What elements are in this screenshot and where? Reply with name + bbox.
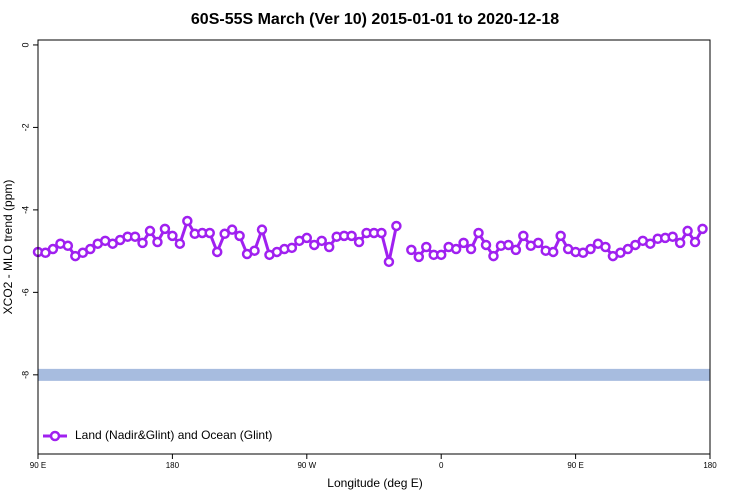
data-point bbox=[376, 227, 387, 239]
data-point bbox=[323, 241, 335, 253]
data-point bbox=[211, 246, 223, 258]
data-point bbox=[47, 243, 59, 255]
y-tick-label: 0 bbox=[20, 42, 30, 47]
data-point bbox=[585, 243, 596, 255]
data-point bbox=[682, 225, 693, 237]
data-point bbox=[309, 239, 320, 251]
x-tick-label: 180 bbox=[703, 461, 717, 470]
y-tick-label: -2 bbox=[20, 123, 30, 131]
data-point bbox=[488, 250, 499, 262]
data-point bbox=[226, 224, 238, 235]
data-point bbox=[413, 251, 425, 263]
data-point bbox=[622, 243, 634, 255]
data-point bbox=[129, 231, 141, 242]
data-point bbox=[234, 230, 245, 242]
x-axis-label: Longitude (deg E) bbox=[327, 476, 422, 490]
data-point bbox=[62, 240, 74, 252]
data-point bbox=[219, 228, 230, 240]
data-point bbox=[503, 239, 514, 251]
y-tick-label: -4 bbox=[20, 206, 30, 214]
data-point bbox=[286, 242, 298, 254]
data-point bbox=[167, 230, 178, 242]
data-point bbox=[689, 236, 701, 248]
data-point bbox=[391, 220, 402, 232]
data-point bbox=[353, 236, 365, 248]
data-point bbox=[174, 238, 186, 249]
data-point bbox=[421, 241, 432, 253]
data-point bbox=[674, 237, 686, 249]
x-tick-label: 90 E bbox=[30, 461, 46, 470]
data-point bbox=[555, 230, 566, 242]
data-point bbox=[510, 244, 522, 256]
data-point bbox=[182, 215, 193, 227]
data-point bbox=[346, 230, 357, 242]
data-point bbox=[137, 237, 148, 249]
legend-label: Land (Nadir&Glint) and Ocean (Glint) bbox=[75, 428, 272, 442]
data-point bbox=[480, 239, 492, 251]
x-tick-label: 180 bbox=[166, 461, 180, 470]
legend-marker bbox=[49, 430, 61, 442]
chart-title: 60S-55S March (Ver 10) 2015-01-01 to 202… bbox=[191, 11, 559, 28]
plot-frame bbox=[37, 39, 711, 455]
data-point bbox=[465, 243, 477, 255]
data-point bbox=[600, 241, 611, 253]
data-point bbox=[249, 245, 260, 256]
data-point bbox=[450, 243, 462, 255]
data-point bbox=[667, 231, 678, 242]
y-tick-label: -6 bbox=[20, 288, 30, 296]
data-point bbox=[85, 243, 96, 255]
data-point bbox=[458, 237, 469, 249]
data-point bbox=[547, 246, 559, 258]
data-point bbox=[406, 244, 417, 256]
y-axis-label: XCO2 - MLO trend (ppm) bbox=[1, 180, 15, 315]
x-tick-label: 0 bbox=[439, 461, 444, 470]
data-point bbox=[630, 239, 641, 251]
y-tick-label: -8 bbox=[20, 371, 30, 379]
data-point bbox=[518, 230, 529, 242]
data-point bbox=[473, 227, 484, 239]
data-point bbox=[435, 249, 447, 261]
data-point bbox=[316, 235, 327, 247]
data-point bbox=[301, 232, 313, 244]
data-point bbox=[697, 223, 708, 235]
data-point bbox=[256, 224, 268, 235]
data-point bbox=[152, 236, 163, 248]
data-point bbox=[533, 237, 544, 249]
data-point bbox=[144, 225, 156, 237]
data-point bbox=[383, 256, 395, 268]
data-point bbox=[204, 227, 215, 239]
data-point bbox=[159, 223, 171, 235]
data-point bbox=[645, 238, 656, 249]
x-tick-label: 90 E bbox=[567, 461, 583, 470]
x-tick-label: 90 W bbox=[297, 461, 316, 470]
